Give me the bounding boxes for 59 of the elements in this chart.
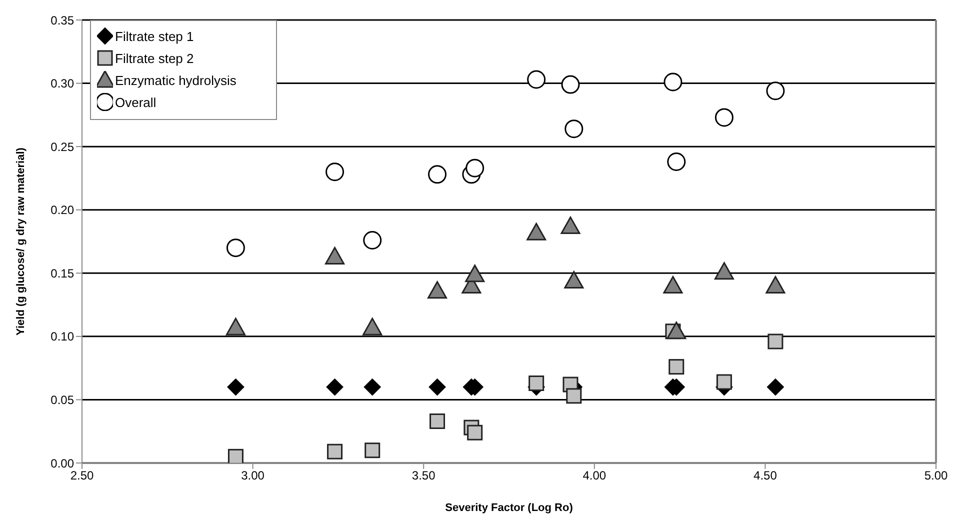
point	[228, 448, 244, 463]
y-tick-label: 0.10	[50, 330, 74, 344]
point	[467, 424, 483, 440]
point	[560, 216, 580, 234]
point	[428, 281, 448, 299]
x-tick-label: 3.50	[412, 468, 436, 483]
point	[428, 378, 446, 396]
point	[561, 75, 580, 94]
point	[666, 322, 686, 340]
point	[466, 158, 484, 178]
point	[428, 165, 447, 184]
point	[465, 264, 485, 282]
point	[364, 378, 381, 396]
point	[325, 246, 345, 264]
x-axis-title: Severity Factor (Log Ro)	[445, 502, 574, 514]
y-tick-label: 0.35	[50, 13, 74, 28]
x-tick-label: 4.50	[754, 468, 778, 483]
x-tick-label: 4.00	[582, 468, 606, 483]
point	[327, 444, 343, 460]
point	[714, 262, 734, 280]
y-tick-label: 0.25	[50, 140, 74, 154]
point	[364, 442, 380, 458]
y-tick-label: 0.05	[50, 392, 74, 407]
point	[663, 276, 683, 294]
legend-label: Enzymatic hydrolysis	[115, 72, 236, 88]
y-axis-title: Yield (g glucose/ g dry raw material)	[14, 147, 27, 336]
point	[362, 318, 382, 336]
point	[430, 413, 446, 429]
x-tick-label: 2.50	[70, 468, 94, 483]
point	[766, 276, 786, 294]
point	[766, 378, 784, 396]
y-tick-label: 0.00	[50, 456, 74, 470]
point	[226, 318, 246, 336]
x-tick-label: 3.00	[241, 468, 265, 483]
point	[527, 70, 546, 89]
legend-label: Overall	[115, 94, 156, 110]
point	[714, 108, 734, 127]
point	[566, 388, 582, 404]
point	[227, 378, 244, 396]
point	[326, 378, 344, 396]
x-tick-label: 5.00	[924, 468, 948, 483]
point	[768, 334, 784, 350]
y-tick-label: 0.30	[50, 76, 74, 91]
point	[326, 162, 344, 182]
point	[363, 230, 382, 250]
point	[564, 120, 584, 138]
point	[667, 152, 686, 172]
point	[528, 376, 544, 392]
point	[226, 238, 245, 258]
point	[668, 359, 684, 375]
legend-label: Filtrate step 2	[115, 50, 194, 66]
point	[564, 270, 584, 288]
point	[526, 222, 546, 240]
y-tick-label: 0.15	[50, 266, 74, 280]
point	[766, 82, 785, 100]
y-tick-label: 0.20	[50, 203, 74, 218]
point	[716, 374, 732, 390]
point	[664, 72, 682, 92]
legend-label: Filtrate step 1	[115, 28, 194, 44]
